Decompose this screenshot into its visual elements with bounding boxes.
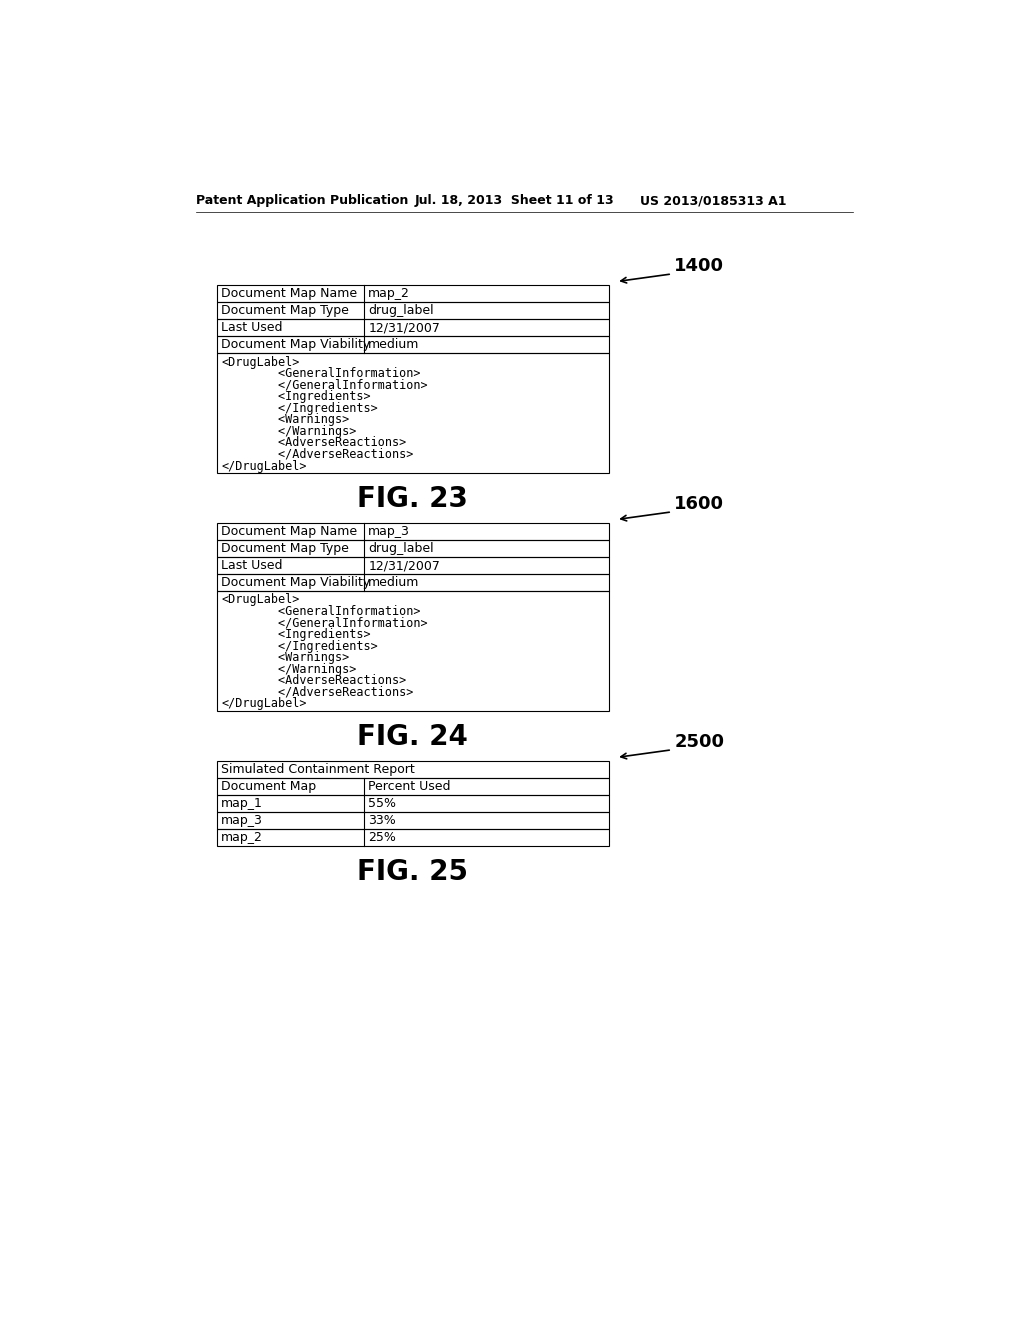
Text: Last Used: Last Used <box>221 560 283 573</box>
Text: </Warnings>: </Warnings> <box>221 425 356 438</box>
Bar <box>217 779 608 795</box>
Bar <box>217 557 608 574</box>
Text: <AdverseReactions>: <AdverseReactions> <box>221 437 407 449</box>
Text: </GeneralInformation>: </GeneralInformation> <box>221 616 428 630</box>
Bar <box>217 762 608 779</box>
Text: FIG. 24: FIG. 24 <box>357 723 468 751</box>
Bar <box>217 524 608 540</box>
Text: Document Map Viability: Document Map Viability <box>221 338 371 351</box>
Text: Jul. 18, 2013  Sheet 11 of 13: Jul. 18, 2013 Sheet 11 of 13 <box>415 194 614 207</box>
Text: Document Map Type: Document Map Type <box>221 543 349 556</box>
Text: </AdverseReactions>: </AdverseReactions> <box>221 686 414 698</box>
Text: <Ingredients>: <Ingredients> <box>221 391 371 403</box>
Text: medium: medium <box>369 338 420 351</box>
Text: FIG. 23: FIG. 23 <box>357 484 468 513</box>
Bar <box>217 829 608 846</box>
Bar <box>217 337 608 354</box>
Bar <box>217 574 608 591</box>
Text: </Ingredients>: </Ingredients> <box>221 401 378 414</box>
Text: 1600: 1600 <box>675 495 724 513</box>
Text: map_3: map_3 <box>221 814 263 828</box>
Text: FIG. 25: FIG. 25 <box>357 858 468 886</box>
Text: map_3: map_3 <box>369 525 411 539</box>
Bar <box>217 591 608 711</box>
Text: </DrugLabel>: </DrugLabel> <box>221 697 306 710</box>
Text: <GeneralInformation>: <GeneralInformation> <box>221 605 421 618</box>
Text: <GeneralInformation>: <GeneralInformation> <box>221 367 421 380</box>
Text: 33%: 33% <box>369 814 396 828</box>
Bar <box>217 319 608 337</box>
Text: </GeneralInformation>: </GeneralInformation> <box>221 379 428 392</box>
Text: medium: medium <box>369 576 420 589</box>
Text: Document Map: Document Map <box>221 780 316 793</box>
Text: map_1: map_1 <box>221 797 263 810</box>
Text: <Ingredients>: <Ingredients> <box>221 628 371 642</box>
Text: <DrugLabel>: <DrugLabel> <box>221 594 299 606</box>
Bar <box>217 354 608 474</box>
Text: 12/31/2007: 12/31/2007 <box>369 560 440 573</box>
Text: 12/31/2007: 12/31/2007 <box>369 321 440 334</box>
Text: Document Map Viability: Document Map Viability <box>221 576 371 589</box>
Text: US 2013/0185313 A1: US 2013/0185313 A1 <box>640 194 786 207</box>
Text: </Ingredients>: </Ingredients> <box>221 640 378 652</box>
Text: drug_label: drug_label <box>369 543 434 556</box>
Text: <Warnings>: <Warnings> <box>221 413 349 426</box>
Text: Document Map Name: Document Map Name <box>221 288 357 301</box>
Bar <box>217 302 608 319</box>
Text: drug_label: drug_label <box>369 305 434 317</box>
Text: Percent Used: Percent Used <box>369 780 451 793</box>
Text: </AdverseReactions>: </AdverseReactions> <box>221 447 414 461</box>
Text: <AdverseReactions>: <AdverseReactions> <box>221 675 407 688</box>
Text: 55%: 55% <box>369 797 396 810</box>
Text: 2500: 2500 <box>675 733 724 751</box>
Text: <Warnings>: <Warnings> <box>221 651 349 664</box>
Bar <box>217 812 608 829</box>
Text: Last Used: Last Used <box>221 321 283 334</box>
Text: Document Map Name: Document Map Name <box>221 525 357 539</box>
Text: map_2: map_2 <box>221 832 263 843</box>
Text: Document Map Type: Document Map Type <box>221 305 349 317</box>
Text: 25%: 25% <box>369 832 396 843</box>
Text: Patent Application Publication: Patent Application Publication <box>197 194 409 207</box>
Text: 1400: 1400 <box>675 257 724 275</box>
Text: </Warnings>: </Warnings> <box>221 663 356 676</box>
Text: map_2: map_2 <box>369 288 411 301</box>
Text: <DrugLabel>: <DrugLabel> <box>221 355 299 368</box>
Bar <box>217 540 608 557</box>
Text: Simulated Containment Report: Simulated Containment Report <box>221 763 415 776</box>
Bar <box>217 795 608 812</box>
Bar <box>217 285 608 302</box>
Text: </DrugLabel>: </DrugLabel> <box>221 459 306 473</box>
